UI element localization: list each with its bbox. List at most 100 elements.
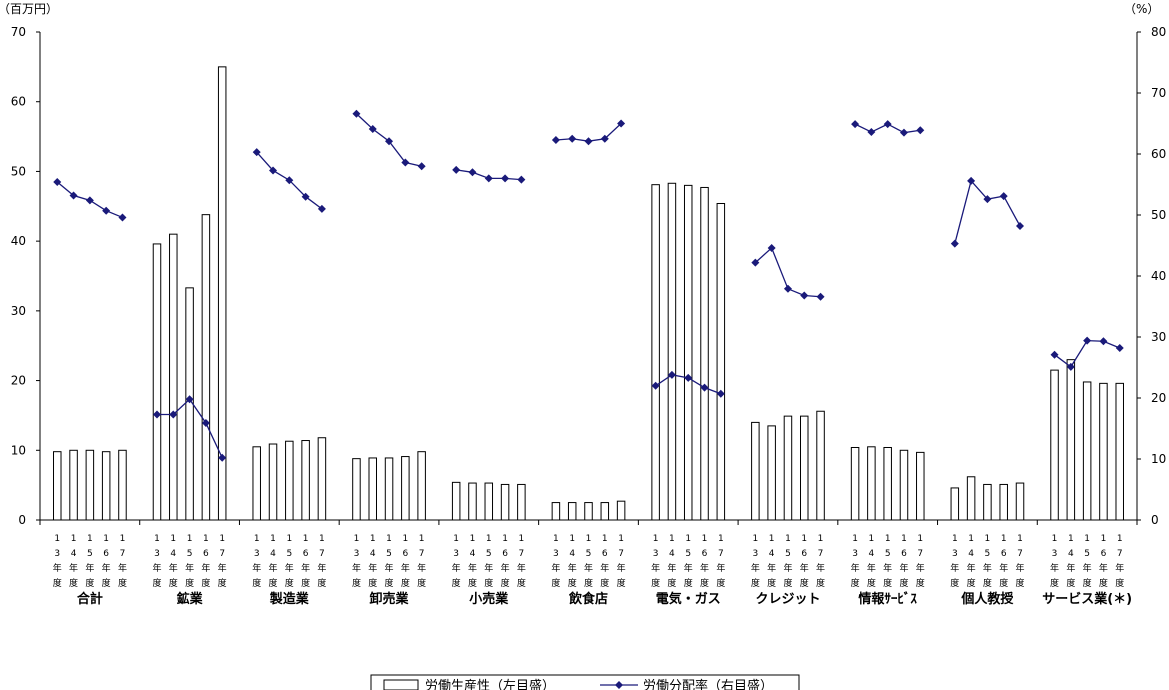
point-labor-share (484, 174, 493, 183)
bar-productivity (767, 425, 776, 521)
bar-productivity (1099, 382, 1108, 521)
bar-productivity (551, 502, 561, 521)
year-label-char: 6 (602, 549, 608, 559)
year-label-char: 4 (968, 549, 974, 559)
year-label-char: 度 (1016, 577, 1025, 589)
point-labor-share (551, 135, 560, 144)
point-labor-share (999, 192, 1008, 201)
point-labor-share (967, 176, 976, 185)
bar-productivity (201, 214, 211, 521)
point-labor-share (883, 120, 892, 129)
year-label-char: 1 (885, 534, 891, 544)
bar-productivity (1115, 382, 1124, 521)
year-label-char: 度 (53, 577, 62, 589)
year-label-char: 1 (985, 534, 991, 544)
year-label-char: 7 (917, 549, 923, 559)
year-label-char: 5 (685, 549, 691, 559)
year-label-char: 年 (301, 562, 310, 574)
year-label-char: 度 (269, 577, 278, 589)
category-labels: 合計 鉱業 製造業 卸売業 小売業 飲食店 電気・ガス クレジット 情報ｻｰﾋﾞｽ 個人教授 サービ… (77, 591, 1132, 607)
point-labor-share (385, 137, 394, 146)
year-label-char: 6 (203, 549, 209, 559)
year-label-char: 4 (170, 549, 176, 559)
year-label-char: 5 (87, 549, 93, 559)
year-label-char: 年 (700, 562, 709, 574)
year-label-char: 6 (303, 549, 309, 559)
point-labor-share (352, 109, 361, 118)
right-axis-unit: （%） (1124, 2, 1159, 16)
point-labor-share (1115, 343, 1124, 352)
year-label-char: 度 (783, 577, 792, 589)
year-label-char: 7 (419, 549, 425, 559)
point-labor-share (69, 191, 78, 200)
year-label-char: 年 (783, 562, 792, 574)
year-label-char: 1 (254, 534, 260, 544)
year-label-char: 年 (600, 562, 609, 574)
point-labor-share (584, 137, 593, 146)
year-label-char: 6 (103, 549, 109, 559)
year-label-char: 年 (916, 562, 925, 574)
legend-marker-labor-share (615, 681, 623, 689)
year-label-char: 年 (684, 562, 693, 574)
year-label-char: 度 (218, 577, 227, 589)
bar-productivity (285, 440, 294, 521)
year-label-char: 1 (653, 534, 659, 544)
year-label-char: 1 (319, 534, 325, 544)
bar-productivity (101, 451, 111, 521)
right-tick-label: 30 (1151, 330, 1166, 344)
year-label-char: 年 (352, 562, 361, 574)
point-labor-share (417, 162, 426, 171)
year-label-char: 年 (317, 562, 326, 574)
year-label-char: 度 (484, 577, 493, 589)
point-labor-share (1016, 221, 1025, 230)
category-label: 合計 (77, 591, 103, 607)
year-label-char: 度 (1050, 577, 1059, 589)
year-label-char: 1 (901, 534, 907, 544)
bar-productivity (517, 483, 526, 521)
year-label-char: 度 (169, 577, 178, 589)
right-tick-label: 60 (1151, 147, 1166, 161)
point-labor-share (152, 410, 161, 419)
year-label-char: 5 (586, 549, 592, 559)
year-label-char: 年 (584, 562, 593, 574)
year-label-char: 年 (252, 562, 261, 574)
bar-productivity (1015, 482, 1025, 521)
year-label-char: 6 (502, 549, 508, 559)
year-label-char: 度 (700, 577, 709, 589)
year-label-char: 1 (1101, 534, 1107, 544)
year-label-char: 3 (1052, 549, 1058, 559)
category-label: 飲食店 (568, 591, 608, 607)
year-label-char: 度 (584, 577, 593, 589)
year-label-char: 年 (851, 562, 860, 574)
point-labor-share (102, 206, 111, 215)
bar-productivity (252, 446, 261, 521)
year-label-char: 1 (685, 534, 691, 544)
year-label-char: 年 (484, 562, 493, 574)
year-label-char: 1 (103, 534, 109, 544)
point-labor-share (950, 239, 959, 248)
year-label-char: 1 (968, 534, 974, 544)
right-tick-label: 20 (1151, 391, 1166, 405)
point-labor-share (118, 213, 127, 222)
year-label-char: 年 (967, 562, 976, 574)
year-label-char: 年 (285, 562, 294, 574)
year-label-char: 度 (767, 577, 776, 589)
year-label-char: 年 (185, 562, 194, 574)
year-label-char: 年 (69, 562, 78, 574)
year-label-char: 1 (669, 534, 675, 544)
point-labor-share (317, 204, 326, 213)
year-label-char: 1 (154, 534, 160, 544)
year-label-char: 1 (1052, 534, 1058, 544)
year-label-char: 年 (899, 562, 908, 574)
year-label-char: 1 (852, 534, 858, 544)
point-labor-share (201, 419, 210, 428)
lines (53, 109, 1124, 462)
category-label: 情報ｻｰﾋﾞｽ (858, 591, 917, 607)
year-label-char: 度 (85, 577, 94, 589)
year-label-char: 年 (1050, 562, 1059, 574)
year-label-char: 1 (1084, 534, 1090, 544)
year-label-char: 1 (120, 534, 126, 544)
bar-productivity (53, 451, 62, 521)
year-label-char: 年 (1099, 562, 1108, 574)
year-label-char: 5 (286, 549, 292, 559)
